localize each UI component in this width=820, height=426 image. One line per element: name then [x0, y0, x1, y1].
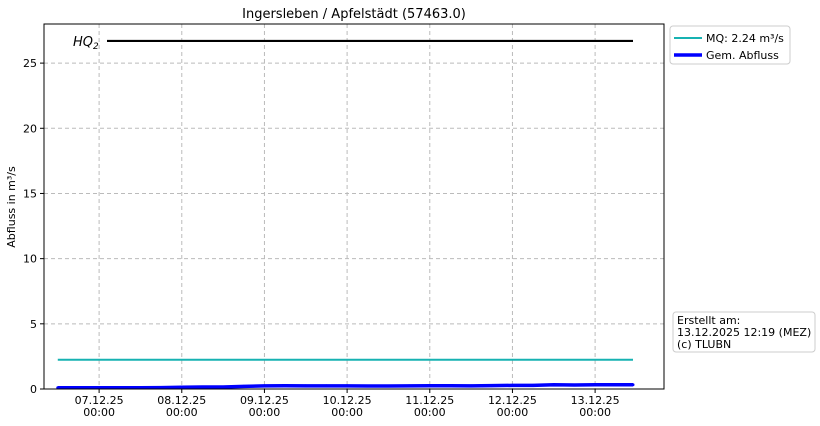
data-point — [118, 386, 122, 390]
data-point — [56, 386, 60, 390]
data-point — [304, 384, 308, 388]
x-tick-label-date: 10.12.25 — [323, 394, 372, 407]
data-point — [242, 384, 246, 388]
data-point — [631, 383, 635, 387]
data-point — [614, 383, 618, 387]
data-point — [428, 384, 432, 388]
svg-text:HQ2: HQ2 — [73, 35, 99, 52]
y-tick-label: 15 — [23, 187, 37, 200]
data-point — [510, 383, 514, 387]
info-line-1: Erstellt am: — [677, 314, 740, 327]
y-tick-label: 20 — [23, 122, 37, 135]
y-tick-label: 10 — [23, 253, 37, 266]
x-tick-label-time: 00:00 — [166, 406, 198, 419]
legend-label-mq: MQ: 2.24 m³/s — [706, 32, 784, 45]
y-tick-label: 5 — [30, 318, 37, 331]
x-tick-label-date: 07.12.25 — [75, 394, 124, 407]
data-point — [469, 384, 473, 388]
data-point — [490, 384, 494, 388]
hq2-label: HQ2 — [73, 35, 99, 52]
data-point — [552, 383, 556, 387]
legend-label-abfluss: Gem. Abfluss — [706, 49, 779, 62]
data-point — [138, 386, 142, 390]
data-point — [159, 386, 163, 390]
info-line-2: 13.12.2025 12:19 (MEZ) — [677, 326, 811, 339]
y-axis-label: Abfluss in m³/s — [5, 166, 18, 248]
data-point — [76, 386, 80, 390]
x-tick-label-date: 12.12.25 — [488, 394, 537, 407]
info-line-3: (c) TLUBN — [677, 338, 731, 351]
plot-frame — [43, 23, 665, 390]
data-point — [324, 384, 328, 388]
x-tick-label-time: 00:00 — [414, 406, 446, 419]
data-point — [262, 384, 266, 388]
data-point — [345, 384, 349, 388]
info-box: Erstellt am: 13.12.2025 12:19 (MEZ) (c) … — [672, 311, 816, 353]
x-tick-label-date: 09.12.25 — [240, 394, 289, 407]
data-point — [97, 386, 101, 390]
x-tick-label-date: 11.12.25 — [405, 394, 454, 407]
data-point — [531, 383, 535, 387]
data-point — [366, 384, 370, 388]
data-point — [386, 384, 390, 388]
x-tick-label-date: 13.12.25 — [571, 394, 620, 407]
x-tick-label-time: 00:00 — [331, 406, 363, 419]
data-point — [180, 385, 184, 389]
data-point — [593, 383, 597, 387]
data-point — [283, 384, 287, 388]
series-line-gem-abfluss — [57, 382, 633, 390]
x-tick-label-time: 00:00 — [579, 406, 611, 419]
data-point — [572, 383, 576, 387]
legend: MQ: 2.24 m³/s Gem. Abfluss — [669, 25, 791, 65]
x-tick-label-time: 00:00 — [249, 406, 281, 419]
data-point — [448, 384, 452, 388]
data-point — [200, 385, 204, 389]
x-tick-label-time: 00:00 — [83, 406, 115, 419]
data-point — [221, 385, 225, 389]
x-tick-label-time: 00:00 — [497, 406, 529, 419]
x-tick-label-date: 08.12.25 — [157, 394, 206, 407]
chart-title: Ingersleben / Apfelstädt (57463.0) — [242, 7, 466, 22]
y-tick-label: 25 — [23, 57, 37, 70]
y-tick-label: 0 — [30, 383, 37, 396]
data-point — [407, 384, 411, 388]
